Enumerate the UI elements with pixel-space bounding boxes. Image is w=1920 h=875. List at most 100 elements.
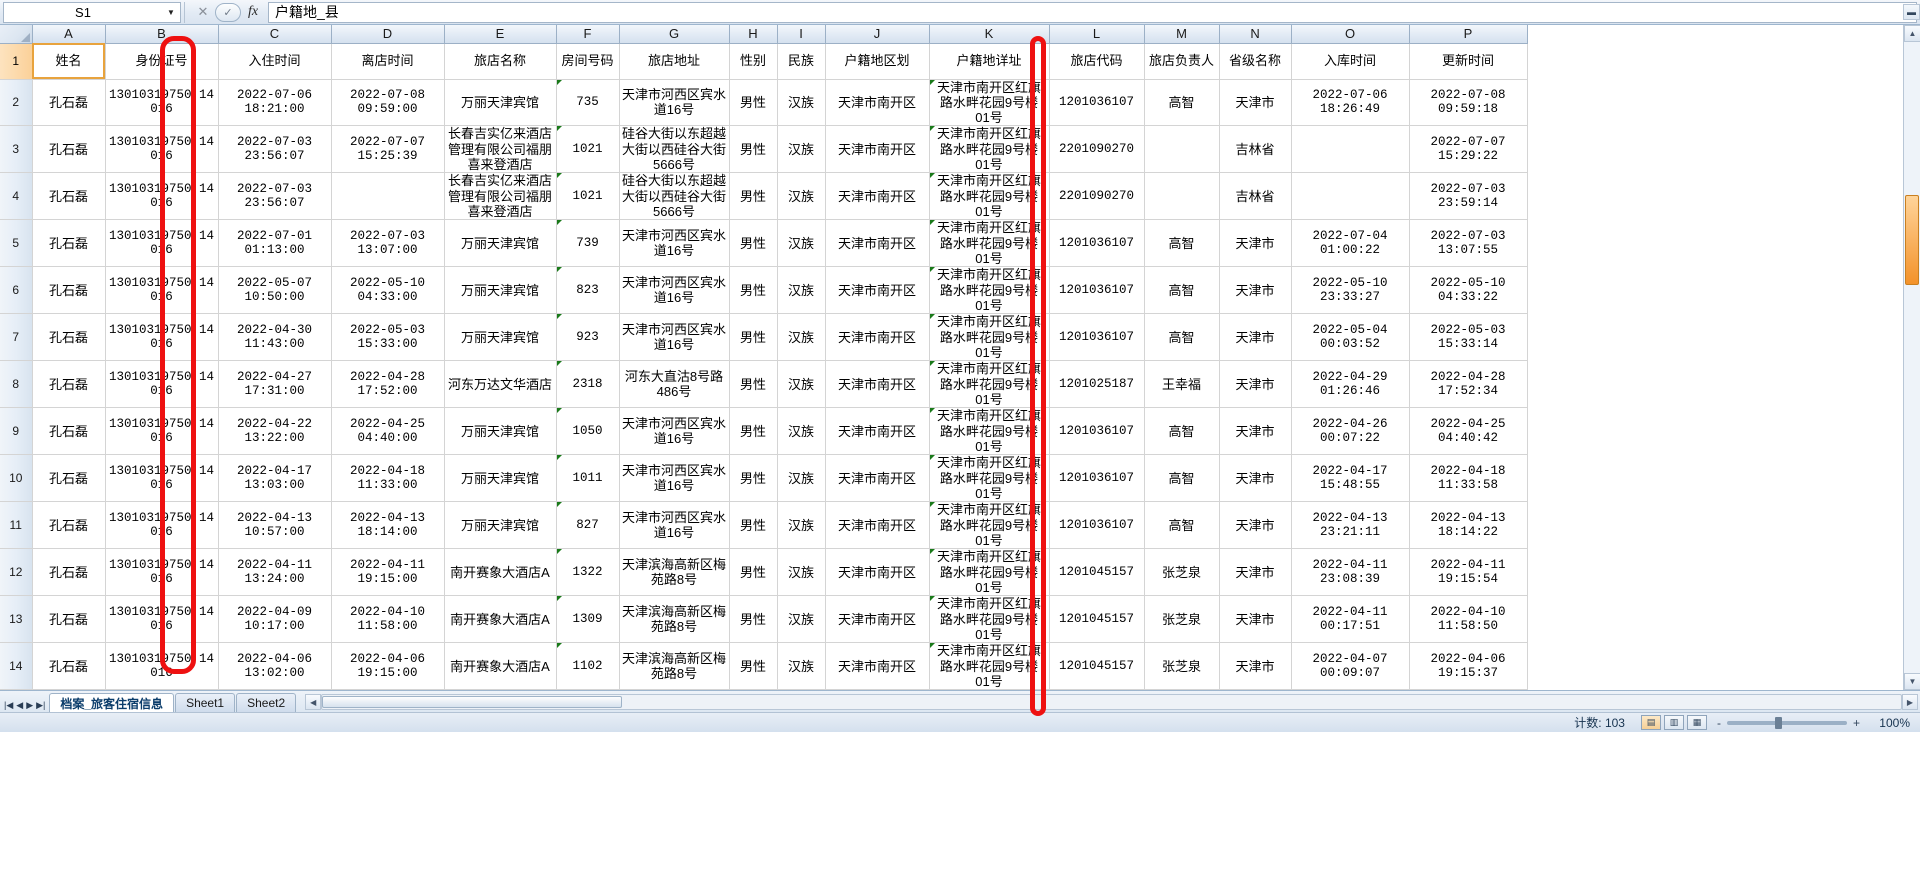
- cell-checkin[interactable]: 2022-04-09 10:17:00: [218, 595, 332, 644]
- cell-room[interactable]: 1309: [556, 595, 620, 644]
- cell-ethnic[interactable]: 汉族: [777, 79, 826, 127]
- cell-id[interactable]: 13010319750 14 016: [105, 172, 219, 221]
- hscroll-thumb[interactable]: [322, 696, 623, 708]
- zoom-control[interactable]: - + 100%: [1717, 716, 1920, 730]
- name-box[interactable]: S1 ▼: [3, 1, 181, 23]
- cell-checkin[interactable]: 2022-07-01 01:13:00: [218, 219, 332, 268]
- table-row[interactable]: 2 孔石磊 13010319750 14 016 2022-07-06 18:21:0…: [0, 79, 1528, 127]
- cell-hotel[interactable]: 万丽天津宾馆: [444, 266, 557, 315]
- cell-updated[interactable]: 2022-04-28 17:52:34: [1409, 360, 1528, 409]
- scroll-down-icon[interactable]: ▼: [1904, 673, 1920, 690]
- cell-ethnic[interactable]: 汉族: [777, 454, 826, 503]
- column-title-cell[interactable]: 户籍地详址: [929, 43, 1050, 80]
- page-layout-view-icon[interactable]: ▥: [1663, 715, 1684, 730]
- cell-hotel_code[interactable]: 2201090270: [1049, 172, 1145, 221]
- cell-manager[interactable]: [1144, 172, 1220, 221]
- cell-hotel_addr[interactable]: 天津滨海高新区梅苑路8号: [619, 548, 730, 597]
- cell-name[interactable]: 孔石磊: [32, 125, 106, 174]
- cell-hotel_code[interactable]: 1201036107: [1049, 79, 1145, 127]
- cell-hotel_addr[interactable]: 天津滨海高新区梅苑路8号: [619, 595, 730, 644]
- cell-room[interactable]: 1102: [556, 642, 620, 690]
- zoom-in-icon[interactable]: +: [1852, 715, 1860, 730]
- cell-hotel[interactable]: 万丽天津宾馆: [444, 79, 557, 127]
- cell-hotel_code[interactable]: 1201036107: [1049, 313, 1145, 362]
- cell-manager[interactable]: 张芝泉: [1144, 642, 1220, 690]
- cell-gender[interactable]: 男性: [729, 548, 778, 597]
- row-header-6[interactable]: 6: [0, 266, 33, 315]
- row-header-8[interactable]: 8: [0, 360, 33, 409]
- cell-updated[interactable]: 2022-07-03 23:59:14: [1409, 172, 1528, 221]
- cell-checkin[interactable]: 2022-04-22 13:22:00: [218, 407, 332, 456]
- cell-hotel[interactable]: 万丽天津宾馆: [444, 313, 557, 362]
- cell-hukou_area[interactable]: 天津市南开区: [825, 407, 930, 456]
- cell-updated[interactable]: 2022-04-18 11:33:58: [1409, 454, 1528, 503]
- cell-hotel_code[interactable]: 1201036107: [1049, 501, 1145, 550]
- table-row[interactable]: 13 孔石磊 13010319750 14 016 2022-04-09 10:17:…: [0, 595, 1528, 644]
- cell-hotel_code[interactable]: 2201090270: [1049, 125, 1145, 174]
- column-title-cell[interactable]: 省级名称: [1219, 43, 1292, 80]
- cell-province[interactable]: 吉林省: [1219, 172, 1292, 221]
- cell-hukou_area[interactable]: 天津市南开区: [825, 125, 930, 174]
- column-title-cell[interactable]: 旅店代码: [1049, 43, 1145, 80]
- cell-hotel_addr[interactable]: 硅谷大街以东超越大街以西硅谷大街5666号: [619, 125, 730, 174]
- first-sheet-icon[interactable]: |◀: [4, 700, 14, 710]
- cell-intake[interactable]: 2022-04-13 23:21:11: [1291, 501, 1410, 550]
- cell-id[interactable]: 13010319750 14 016: [105, 642, 219, 690]
- cell-hotel_code[interactable]: 1201036107: [1049, 454, 1145, 503]
- page-break-view-icon[interactable]: ▦: [1686, 715, 1707, 730]
- horizontal-scrollbar[interactable]: ◀ ▶: [305, 693, 1918, 711]
- row-header-2[interactable]: 2: [0, 79, 33, 127]
- cell-hotel_code[interactable]: 1201036107: [1049, 219, 1145, 268]
- cell-updated[interactable]: 2022-05-10 04:33:22: [1409, 266, 1528, 315]
- cell-checkin[interactable]: 2022-04-13 10:57:00: [218, 501, 332, 550]
- column-title-cell[interactable]: 身份证号: [105, 43, 219, 80]
- zoom-slider-track[interactable]: [1726, 716, 1847, 729]
- hscroll-track[interactable]: [321, 694, 1902, 710]
- cell-ethnic[interactable]: 汉族: [777, 313, 826, 362]
- cell-room[interactable]: 923: [556, 313, 620, 362]
- cell-gender[interactable]: 男性: [729, 454, 778, 503]
- chevron-down-icon[interactable]: ▼: [167, 7, 175, 17]
- cell-id[interactable]: 13010319750 14 016: [105, 595, 219, 644]
- cell-intake[interactable]: 2022-04-29 01:26:46: [1291, 360, 1410, 409]
- select-all-corner[interactable]: [0, 25, 33, 44]
- cell-checkout[interactable]: [331, 172, 445, 221]
- cell-intake[interactable]: [1291, 125, 1410, 174]
- cell-hukou_area[interactable]: 天津市南开区: [825, 642, 930, 690]
- column-title-cell[interactable]: 姓名: [32, 43, 106, 80]
- cell-hukou_area[interactable]: 天津市南开区: [825, 454, 930, 503]
- cell-hukou_addr[interactable]: 天津市南开区红旗路水畔花园9号楼 01号: [929, 360, 1050, 409]
- scroll-up-icon[interactable]: ▲: [1904, 25, 1920, 42]
- cell-hotel_addr[interactable]: 天津市河西区宾水道16号: [619, 266, 730, 315]
- cell-room[interactable]: 1011: [556, 454, 620, 503]
- row-header-5[interactable]: 5: [0, 219, 33, 268]
- cell-hukou_addr[interactable]: 天津市南开区红旗路水畔花园9号楼 01号: [929, 454, 1050, 503]
- cell-hukou_area[interactable]: 天津市南开区: [825, 266, 930, 315]
- cell-updated[interactable]: 2022-07-07 15:29:22: [1409, 125, 1528, 174]
- column-header-f[interactable]: F: [556, 25, 620, 44]
- zoom-slider-thumb[interactable]: [1774, 716, 1782, 729]
- cell-id[interactable]: 13010319750 14 016: [105, 79, 219, 127]
- column-header-a[interactable]: A: [32, 25, 106, 44]
- cell-hukou_addr[interactable]: 天津市南开区红旗路水畔花园9号楼 01号: [929, 548, 1050, 597]
- cell-updated[interactable]: 2022-04-25 04:40:42: [1409, 407, 1528, 456]
- cell-checkin[interactable]: 2022-04-27 17:31:00: [218, 360, 332, 409]
- cell-gender[interactable]: 男性: [729, 266, 778, 315]
- row-header-14[interactable]: 14: [0, 642, 33, 690]
- cell-id[interactable]: 13010319750 14 016: [105, 501, 219, 550]
- sheet-tab-1[interactable]: 档案_旅客住宿信息: [49, 693, 175, 712]
- cell-room[interactable]: 1021: [556, 125, 620, 174]
- cell-hotel[interactable]: 南开赛象大酒店A: [444, 642, 557, 690]
- cell-province[interactable]: 天津市: [1219, 642, 1292, 690]
- cell-updated[interactable]: 2022-04-06 19:15:37: [1409, 642, 1528, 690]
- cell-hukou_area[interactable]: 天津市南开区: [825, 172, 930, 221]
- cell-province[interactable]: 天津市: [1219, 313, 1292, 362]
- cell-manager[interactable]: 张芝泉: [1144, 548, 1220, 597]
- cell-intake[interactable]: 2022-04-07 00:09:07: [1291, 642, 1410, 690]
- cell-updated[interactable]: 2022-05-03 15:33:14: [1409, 313, 1528, 362]
- cell-room[interactable]: 823: [556, 266, 620, 315]
- cell-hukou_area[interactable]: 天津市南开区: [825, 79, 930, 127]
- cell-hotel_code[interactable]: 1201036107: [1049, 266, 1145, 315]
- column-title-cell[interactable]: 入库时间: [1291, 43, 1410, 80]
- cell-hotel_code[interactable]: 1201045157: [1049, 548, 1145, 597]
